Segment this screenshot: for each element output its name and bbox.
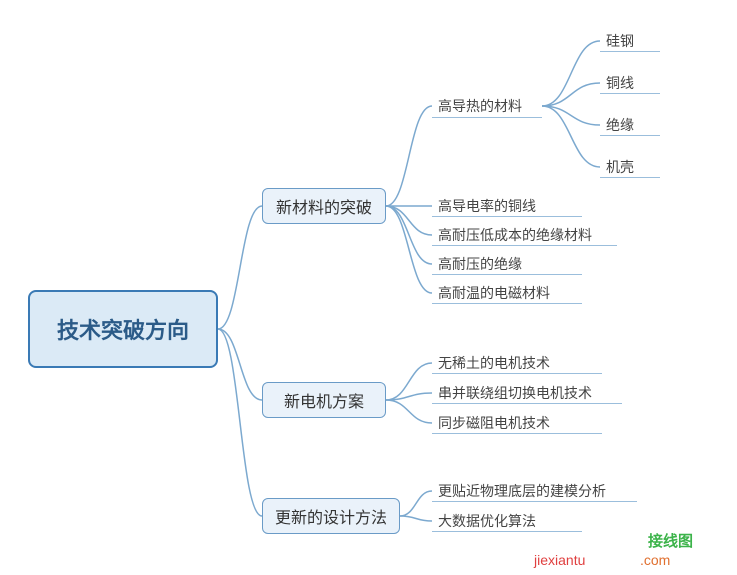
leaf-1-2: 同步磁阻电机技术 — [432, 412, 602, 434]
leaf-1-1: 串并联绕组切换电机技术 — [432, 382, 622, 404]
leaf-0-2-label: 高耐压低成本的绝缘材料 — [438, 225, 592, 245]
leaf-2-1-label: 大数据优化算法 — [438, 511, 536, 531]
watermark-1: jiexiantu — [534, 552, 585, 568]
branch-1-label: 新电机方案 — [284, 388, 364, 412]
leaf-1-0: 无稀土的电机技术 — [432, 352, 602, 374]
leaf-2-0: 更贴近物理底层的建模分析 — [432, 480, 637, 502]
leaf-0-0-label: 高导热的材料 — [438, 96, 522, 116]
leaf-2-1: 大数据优化算法 — [432, 510, 582, 532]
watermark-2: .com — [640, 552, 670, 568]
root-node: 技术突破方向 — [28, 290, 218, 368]
leaf-grand-3: 机壳 — [600, 156, 660, 178]
root-node-label: 技术突破方向 — [57, 313, 189, 345]
leaf-grand-3-label: 机壳 — [606, 157, 634, 177]
branch-2-label: 更新的设计方法 — [275, 504, 387, 528]
branch-2: 更新的设计方法 — [262, 498, 400, 534]
leaf-1-1-label: 串并联绕组切换电机技术 — [438, 383, 592, 403]
leaf-grand-1: 铜线 — [600, 72, 660, 94]
leaf-0-3: 高耐压的绝缘 — [432, 253, 582, 275]
leaf-0-4: 高耐温的电磁材料 — [432, 282, 582, 304]
leaf-grand-0-label: 硅钢 — [606, 31, 634, 51]
leaf-grand-0: 硅钢 — [600, 30, 660, 52]
leaf-0-2: 高耐压低成本的绝缘材料 — [432, 224, 617, 246]
branch-1: 新电机方案 — [262, 382, 386, 418]
leaf-2-0-label: 更贴近物理底层的建模分析 — [438, 481, 606, 501]
leaf-grand-1-label: 铜线 — [606, 73, 634, 93]
leaf-grand-2-label: 绝缘 — [606, 115, 634, 135]
leaf-0-1: 高导电率的铜线 — [432, 195, 582, 217]
leaf-0-4-label: 高耐温的电磁材料 — [438, 283, 550, 303]
leaf-1-0-label: 无稀土的电机技术 — [438, 353, 550, 373]
leaf-0-0: 高导热的材料 — [432, 94, 542, 118]
leaf-1-2-label: 同步磁阻电机技术 — [438, 413, 550, 433]
branch-0: 新材料的突破 — [262, 188, 386, 224]
watermark-0: 接线图 — [648, 530, 693, 551]
leaf-0-3-label: 高耐压的绝缘 — [438, 254, 522, 274]
leaf-grand-2: 绝缘 — [600, 114, 660, 136]
leaf-0-1-label: 高导电率的铜线 — [438, 196, 536, 216]
branch-0-label: 新材料的突破 — [276, 194, 372, 218]
